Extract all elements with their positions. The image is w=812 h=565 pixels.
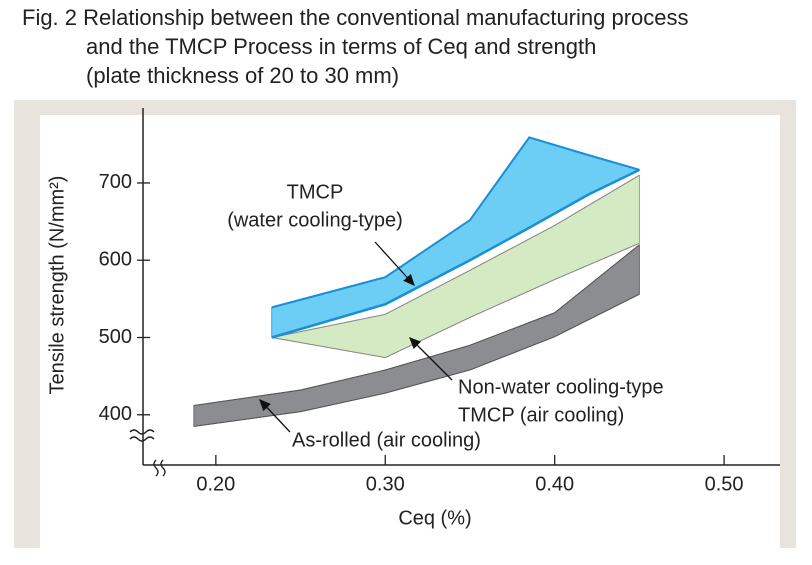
band-upper-edge bbox=[271, 174, 640, 338]
chart-title: Fig. 2 Relationship between the conventi… bbox=[22, 5, 689, 30]
x-tick-label: 0.20 bbox=[196, 473, 235, 495]
band-lower-edge bbox=[193, 293, 640, 427]
y-axis-label: Tensile strength (N/mm²) bbox=[46, 176, 68, 395]
x-tick-label: 0.30 bbox=[366, 473, 405, 495]
band-upper-edge bbox=[193, 244, 640, 406]
annotation-arrow bbox=[259, 399, 291, 433]
axis-break bbox=[129, 429, 166, 477]
annotation: As-rolled (air cooling) bbox=[292, 429, 481, 451]
x-axis-label: Ceq (%) bbox=[398, 507, 471, 529]
annotation-arrow bbox=[374, 241, 415, 286]
chart-title: (plate thickness of 20 to 30 mm) bbox=[86, 63, 399, 88]
y-tick-label: 700 bbox=[99, 171, 132, 193]
x-tick-label: 0.50 bbox=[705, 473, 744, 495]
y-tick-label: 600 bbox=[99, 249, 132, 271]
annotation: TMCP (air cooling) bbox=[458, 404, 624, 426]
chart-title: and the TMCP Process in terms of Ceq and… bbox=[86, 34, 596, 59]
x-tick-label: 0.40 bbox=[535, 473, 574, 495]
band-lower-edge bbox=[271, 168, 640, 339]
annotation: (water cooling-type) bbox=[227, 209, 403, 231]
annotation: TMCP bbox=[287, 181, 344, 203]
annotation-arrow bbox=[409, 337, 453, 381]
band-upper-edge bbox=[271, 136, 640, 309]
band-lower-edge bbox=[271, 242, 640, 359]
annotation: Non-water cooling-type bbox=[458, 376, 664, 398]
y-tick-label: 500 bbox=[99, 326, 132, 348]
y-tick-label: 400 bbox=[99, 403, 132, 425]
